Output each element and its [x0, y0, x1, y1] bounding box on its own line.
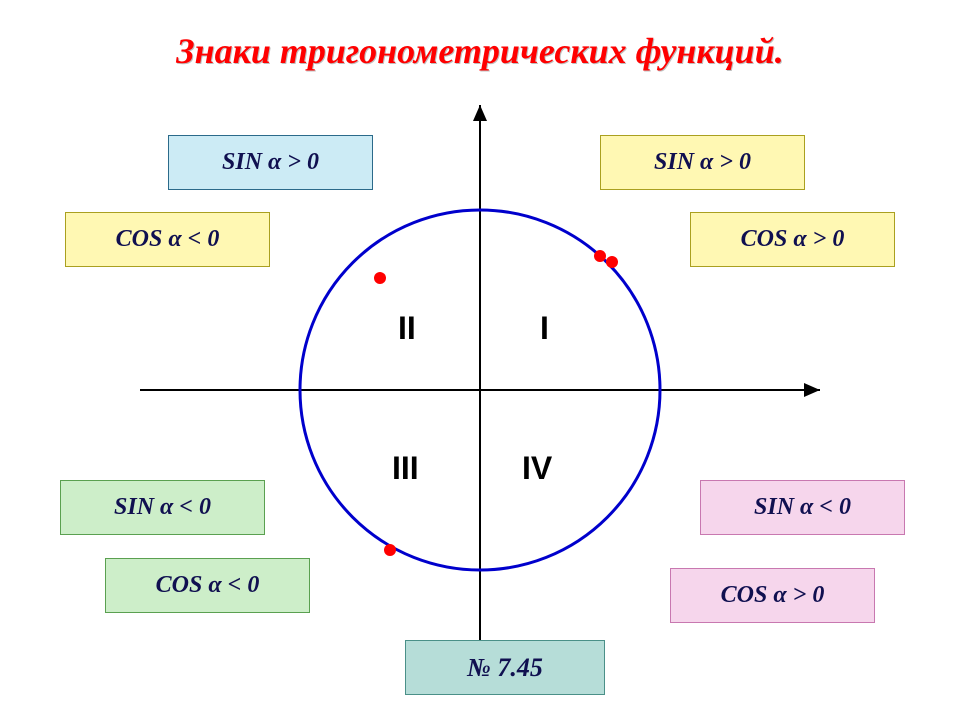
q3-sin-box: SIN α < 0 [60, 480, 265, 535]
q2-cos-box: COS α < 0 [65, 212, 270, 267]
point-dot [384, 544, 396, 556]
quadrant-3-label: III [392, 450, 419, 487]
point-dot [374, 272, 386, 284]
reference-box: № 7.45 [405, 640, 605, 695]
point-dot [606, 256, 618, 268]
q1-sin-box: SIN α > 0 [600, 135, 805, 190]
quadrant-2-label: II [398, 310, 416, 347]
x-arrow-icon [804, 383, 820, 397]
q4-sin-box: SIN α < 0 [700, 480, 905, 535]
q3-cos-box: COS α < 0 [105, 558, 310, 613]
q2-sin-box: SIN α > 0 [168, 135, 373, 190]
y-arrow-icon [473, 105, 487, 121]
q1-cos-box: COS α > 0 [690, 212, 895, 267]
quadrant-1-label: I [540, 310, 549, 347]
q4-cos-box: COS α > 0 [670, 568, 875, 623]
point-dot [594, 250, 606, 262]
quadrant-4-label: IV [522, 450, 552, 487]
dots-group [374, 250, 618, 556]
